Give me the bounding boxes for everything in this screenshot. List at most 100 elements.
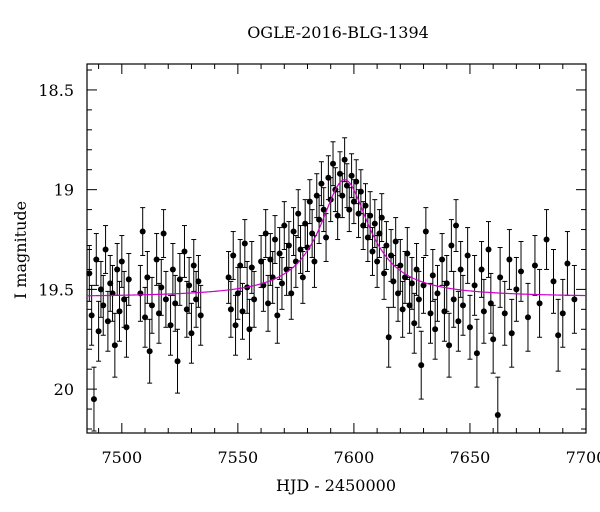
data-point xyxy=(325,174,332,181)
data-point xyxy=(288,290,295,297)
data-point xyxy=(306,198,313,205)
data-point xyxy=(536,300,543,307)
data-point xyxy=(299,274,306,281)
data-point xyxy=(176,276,183,283)
data-point xyxy=(490,336,497,343)
data-point xyxy=(413,266,420,273)
data-point xyxy=(104,318,111,325)
data-point xyxy=(420,282,427,289)
data-point xyxy=(197,312,204,319)
data-point xyxy=(316,216,323,223)
data-point xyxy=(513,286,520,293)
x-tick-label: 7500 xyxy=(101,448,142,467)
data-point xyxy=(144,274,151,281)
data-point xyxy=(311,258,318,265)
data-point xyxy=(360,222,367,229)
data-point xyxy=(95,328,102,335)
data-point xyxy=(320,206,327,213)
data-point xyxy=(153,256,160,263)
data-point xyxy=(274,312,281,319)
data-point xyxy=(399,306,406,313)
data-point xyxy=(114,266,121,273)
data-point xyxy=(295,210,302,217)
data-point xyxy=(339,192,346,199)
data-point xyxy=(267,256,274,263)
x-tick-label: 7550 xyxy=(218,448,259,467)
data-point xyxy=(271,236,278,243)
y-tick-label: 19 xyxy=(54,181,74,200)
data-point xyxy=(100,302,107,309)
data-point xyxy=(227,306,234,313)
data-point xyxy=(432,326,439,333)
data-point xyxy=(392,238,399,245)
y-tick-label: 20 xyxy=(54,380,74,399)
data-point xyxy=(348,172,355,179)
data-point xyxy=(494,412,501,419)
data-point xyxy=(183,306,190,313)
data-point xyxy=(318,180,325,187)
data-point xyxy=(102,246,109,253)
data-point xyxy=(457,266,464,273)
data-point xyxy=(524,314,531,321)
model-curve xyxy=(86,179,587,297)
data-point xyxy=(169,266,176,273)
data-point xyxy=(374,258,381,265)
data-point xyxy=(309,230,316,237)
data-point xyxy=(378,214,385,221)
data-point xyxy=(408,280,415,287)
data-point xyxy=(167,322,174,329)
data-point xyxy=(278,280,285,287)
x-axis-title: HJD - 2450000 xyxy=(276,476,396,495)
data-point xyxy=(455,318,462,325)
x-tick-labels: 7500 7550 7600 7650 7700 xyxy=(101,448,600,467)
data-point xyxy=(434,290,441,297)
data-point xyxy=(555,332,562,339)
data-point xyxy=(302,220,309,227)
data-point xyxy=(239,308,246,315)
data-point xyxy=(248,264,255,271)
data-point xyxy=(418,362,425,369)
data-point xyxy=(395,290,402,297)
y-axis-title: I magnitude xyxy=(11,201,30,299)
data-point xyxy=(406,302,413,309)
data-point xyxy=(369,248,376,255)
data-point xyxy=(364,234,371,241)
data-point xyxy=(330,160,337,167)
data-point xyxy=(172,300,179,307)
data-point xyxy=(188,330,195,337)
data-point xyxy=(506,256,513,263)
data-point xyxy=(485,246,492,253)
data-point xyxy=(383,242,390,249)
data-point xyxy=(401,274,408,281)
data-point xyxy=(174,358,181,365)
data-point xyxy=(107,280,114,287)
data-point xyxy=(343,182,350,189)
data-point xyxy=(186,282,193,289)
data-point xyxy=(441,308,448,315)
data-point xyxy=(353,178,360,185)
data-point xyxy=(90,396,97,403)
data-point xyxy=(118,258,125,265)
data-point xyxy=(125,276,132,283)
data-point xyxy=(139,228,146,235)
data-point xyxy=(251,296,258,303)
data-point xyxy=(564,260,571,267)
data-point xyxy=(341,156,348,163)
data-point xyxy=(313,192,320,199)
data-point xyxy=(262,230,269,237)
data-point xyxy=(376,230,383,237)
x-tick-label: 7700 xyxy=(566,448,600,467)
data-point xyxy=(97,286,104,293)
data-point xyxy=(265,300,272,307)
data-point xyxy=(258,258,265,265)
data-point xyxy=(531,262,538,269)
data-point xyxy=(448,242,455,249)
data-point xyxy=(285,242,292,249)
data-point xyxy=(195,278,202,285)
x-tick-label: 7650 xyxy=(450,448,491,467)
data-point xyxy=(422,228,429,235)
data-point xyxy=(415,296,422,303)
data-point xyxy=(86,270,93,277)
data-point xyxy=(334,212,341,219)
data-point xyxy=(508,330,515,337)
